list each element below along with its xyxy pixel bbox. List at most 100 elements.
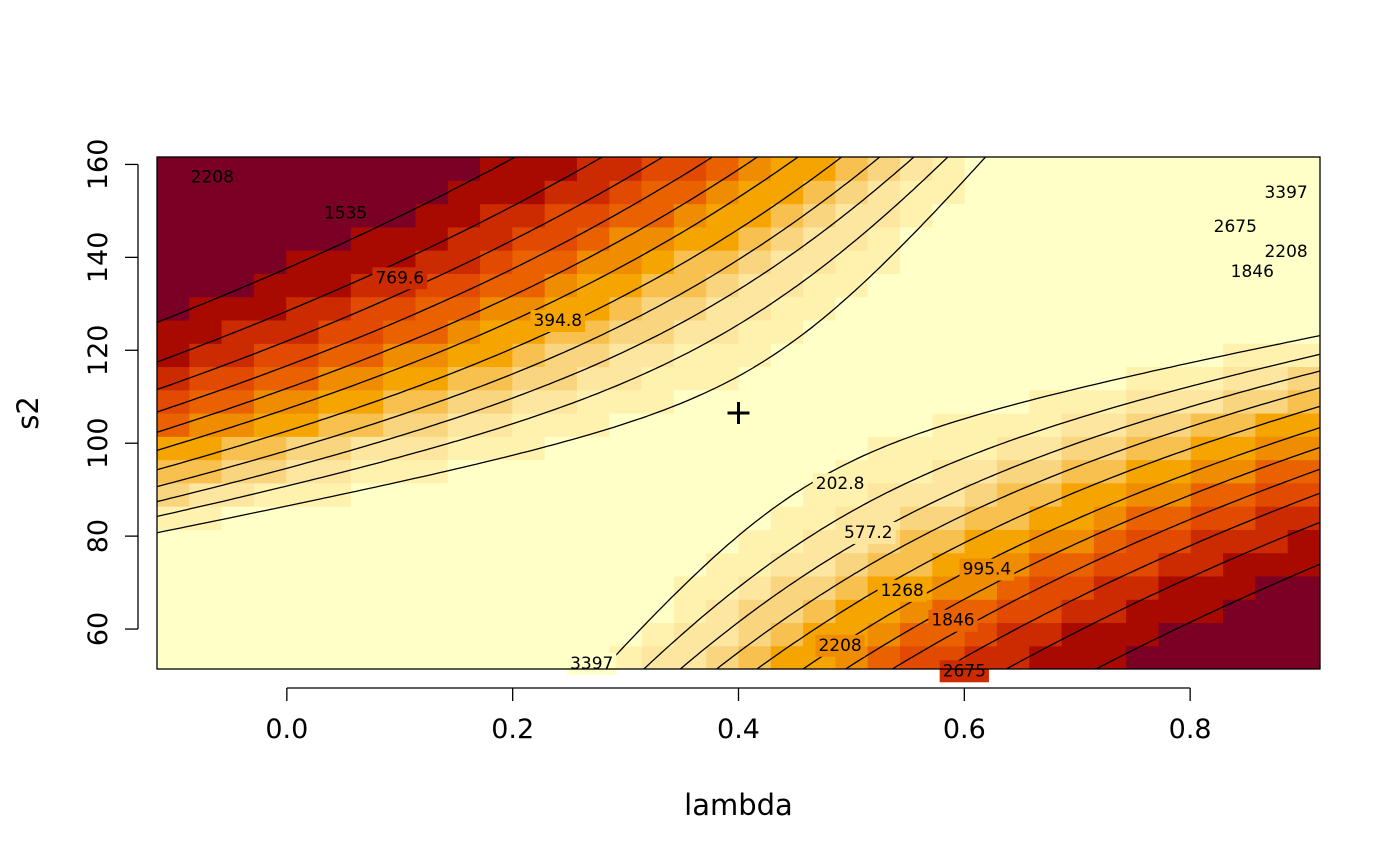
heatmap-cell [835, 296, 869, 321]
heatmap-cell [996, 157, 1030, 181]
heatmap-cell [286, 645, 320, 669]
heatmap-cell [253, 366, 287, 391]
heatmap-cell [867, 273, 901, 298]
heatmap-cell [835, 319, 869, 344]
heatmap-cell [932, 459, 966, 484]
heatmap-cell [996, 180, 1030, 205]
heatmap-cell [803, 296, 837, 321]
heatmap-cell [932, 203, 966, 228]
heatmap-cell [1061, 436, 1095, 461]
heatmap-cell [609, 203, 643, 228]
heatmap-cell [1029, 226, 1063, 251]
heatmap-cell [1093, 389, 1127, 414]
heatmap-cell [1158, 203, 1192, 228]
heatmap-cell [544, 389, 578, 414]
contour-label-bg [1261, 240, 1311, 263]
heatmap-cell [1190, 552, 1224, 577]
heatmap-cell [544, 273, 578, 298]
heatmap-cell [900, 343, 933, 368]
heatmap-cell [157, 459, 190, 484]
heatmap-cell [996, 622, 1030, 647]
heatmap-cell [1093, 506, 1127, 530]
heatmap-cell [157, 529, 190, 554]
heatmap-cell [480, 506, 513, 530]
heatmap-cell [189, 296, 223, 321]
heatmap-cell [964, 180, 998, 205]
heatmap-cell [1029, 459, 1063, 484]
heatmap-cell [544, 436, 578, 461]
contour-label: 3397 [570, 654, 613, 674]
heatmap-cell [1061, 343, 1095, 368]
heatmap-cell [189, 273, 223, 298]
heatmap-cell [1158, 645, 1192, 669]
heatmap-cell [835, 157, 869, 181]
heatmap-cell [996, 273, 1030, 298]
heatmap-cell [1093, 319, 1127, 344]
heatmap-cell [673, 622, 707, 647]
heatmap-cell [1255, 343, 1289, 368]
heatmap-cell [996, 482, 1030, 507]
heatmap-cell [835, 599, 869, 624]
contour-label: 2208 [191, 167, 234, 187]
heatmap-cell [253, 250, 287, 274]
heatmap-cell [576, 529, 610, 554]
heatmap-cell [480, 226, 513, 251]
heatmap-cell [1093, 436, 1127, 461]
heatmap-cell [318, 343, 352, 368]
heatmap-cell [1223, 319, 1256, 344]
heatmap-cell [1255, 296, 1289, 321]
heatmap-cell [1061, 319, 1095, 344]
heatmap-cell [383, 482, 417, 507]
heatmap-cell [253, 157, 287, 181]
heatmap-cell [383, 226, 417, 251]
heatmap-cell [189, 226, 223, 251]
heatmap-cell [350, 226, 384, 251]
heatmap-cell [932, 552, 966, 577]
contour-label: 995.4 [963, 560, 1012, 580]
heatmap-cell [738, 180, 772, 205]
contour-label-bg [372, 267, 428, 290]
heatmap-cell [867, 459, 901, 484]
heatmap-cell [447, 645, 481, 669]
heatmap-cell [996, 343, 1030, 368]
heatmap-cell [1223, 157, 1256, 181]
heatmap-cell [544, 575, 578, 600]
heatmap-cell [512, 436, 546, 461]
heatmap-cell [383, 622, 417, 647]
heatmap-cell [512, 157, 546, 181]
heatmap-cell [189, 203, 223, 228]
x-tick-label: 0.0 [265, 714, 308, 745]
x-tick-label: 0.8 [1169, 714, 1212, 745]
heatmap-cell [673, 226, 707, 251]
contour-label-bg [1261, 181, 1311, 204]
contour-label: 1268 [881, 581, 924, 601]
heatmap-cell [576, 459, 610, 484]
heatmap-cell [1061, 296, 1095, 321]
heatmap-cell [1093, 599, 1127, 624]
heatmap-cell [1223, 436, 1256, 461]
heatmap-cell [157, 599, 190, 624]
heatmap-cell [318, 319, 352, 344]
heatmap-cell [1061, 552, 1095, 577]
contour-label-bg [320, 202, 371, 225]
heatmap-cell [609, 389, 643, 414]
heatmap-cell [738, 273, 772, 298]
heatmap-cell [512, 250, 546, 274]
heatmap-cell [350, 645, 384, 669]
heatmap-cell [900, 389, 933, 414]
heatmap-cell [1223, 413, 1256, 437]
heatmap-cell [415, 389, 449, 414]
heatmap-cell [1061, 482, 1095, 507]
heatmap-cell [286, 552, 320, 577]
heatmap-cell [1190, 436, 1224, 461]
heatmap-cell [1158, 180, 1192, 205]
heatmap-cell [1190, 273, 1224, 298]
heatmap-cell [673, 529, 707, 554]
heatmap-cell [770, 459, 804, 484]
heatmap-cell [706, 180, 740, 205]
heatmap-cell [415, 506, 449, 530]
heatmap-cell [1158, 482, 1192, 507]
heatmap-cell [286, 506, 320, 530]
heatmap-cell [738, 157, 772, 181]
x-tick-label: 0.4 [717, 714, 760, 745]
